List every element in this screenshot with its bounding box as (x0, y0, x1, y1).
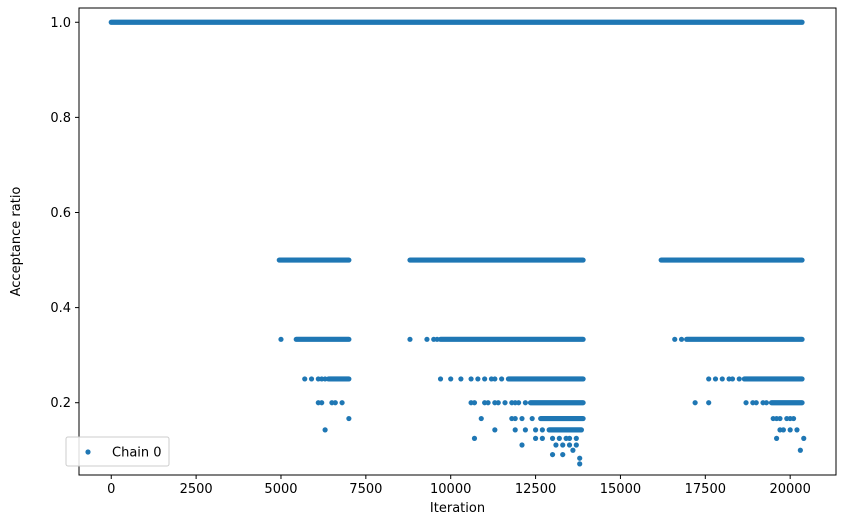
data-point (706, 376, 712, 382)
data-point (729, 376, 736, 382)
data-point (556, 435, 562, 441)
data-point (753, 400, 759, 406)
data-point (763, 400, 770, 406)
data-point (502, 400, 508, 406)
data-point (777, 415, 783, 422)
data-point (308, 376, 315, 382)
data-point (529, 415, 535, 422)
data-point (424, 336, 430, 342)
data-point (570, 447, 576, 453)
plot-frame (78, 7, 837, 476)
y-tick-label: 0.8 (50, 111, 71, 126)
data-point (672, 336, 678, 342)
data-point (573, 435, 579, 441)
legend-box (65, 436, 170, 467)
markers-layer (108, 19, 807, 467)
data-point (566, 435, 573, 441)
x-tick-label: 2500 (180, 482, 213, 497)
y-tick-label: 0.4 (50, 301, 71, 316)
x-tick-label: 5000 (264, 482, 297, 497)
data-point (346, 415, 352, 422)
x-axis-label: Iteration (430, 501, 485, 516)
data-point (719, 376, 725, 382)
data-point (322, 376, 328, 382)
data-point (485, 400, 491, 406)
y-tick-label: 0.2 (50, 396, 71, 411)
data-point (794, 427, 800, 433)
data-point (458, 376, 464, 382)
data-point (522, 427, 528, 433)
data-point (319, 400, 325, 406)
data-point (797, 447, 803, 453)
data-point (577, 461, 583, 467)
data-point (692, 400, 698, 406)
x-tick-label: 10000 (430, 482, 471, 497)
data-point (471, 435, 478, 441)
data-point (549, 435, 556, 441)
y-tick-label: 0.6 (50, 206, 71, 221)
data-point (553, 442, 559, 448)
data-point (302, 376, 308, 382)
data-point (448, 376, 454, 382)
data-point (339, 400, 345, 406)
data-point (437, 376, 444, 382)
data-point (801, 435, 807, 441)
data-point (560, 451, 566, 458)
data-point (512, 427, 518, 433)
x-tick-label: 20000 (769, 482, 810, 497)
data-point (434, 336, 440, 342)
data-point (577, 455, 583, 461)
legend: Chain 0 (65, 436, 170, 467)
data-point (516, 400, 522, 406)
y-tick-label: 1.0 (50, 16, 71, 31)
data-point (499, 376, 505, 382)
data-point (407, 336, 413, 342)
data-point (471, 400, 478, 406)
legend-entry-label: Chain 0 (112, 446, 162, 461)
data-point (532, 435, 539, 441)
data-point (512, 415, 518, 422)
x-tick-label: 12500 (515, 482, 556, 497)
y-axis: 0.2 0.4 0.6 0.8 1.0 (50, 16, 79, 411)
data-point (712, 376, 719, 382)
x-tick-label: 15000 (600, 482, 641, 497)
data-point (482, 376, 488, 382)
data-point (787, 427, 793, 433)
data-point (532, 427, 539, 433)
data-point (519, 415, 525, 422)
data-point (492, 376, 498, 382)
data-point (332, 400, 338, 406)
data-point (322, 427, 328, 433)
data-point (678, 336, 685, 342)
data-point (278, 336, 284, 342)
data-point (566, 442, 573, 448)
data-point (773, 435, 780, 441)
data-point (573, 442, 579, 448)
legend-marker (85, 449, 91, 455)
data-point (790, 415, 797, 422)
data-point (468, 376, 474, 382)
data-point (522, 400, 528, 406)
x-tick-label: 17500 (685, 482, 726, 497)
data-point (475, 376, 481, 382)
y-axis-label: Acceptance ratio (9, 187, 24, 297)
data-point (743, 400, 749, 406)
data-point (478, 415, 484, 422)
data-point (495, 400, 501, 406)
data-point (549, 451, 556, 458)
data-point (492, 427, 498, 433)
data-point (736, 376, 742, 382)
data-point (706, 400, 712, 406)
x-tick-label: 0 (107, 482, 115, 497)
data-point (780, 427, 786, 433)
x-tick-label: 7500 (349, 482, 382, 497)
x-axis: 0 2500 5000 7500 10000 12500 15000 17500 20000 (107, 475, 811, 497)
data-point (560, 442, 566, 448)
data-point (539, 435, 545, 441)
data-point (519, 442, 525, 448)
data-point (539, 427, 545, 433)
